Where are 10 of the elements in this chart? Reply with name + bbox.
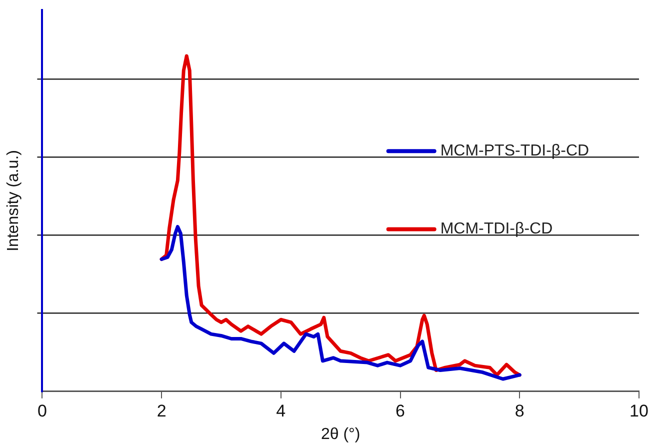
legend-label: MCM-TDI-β-CD — [440, 220, 553, 238]
x-tick-label: 4 — [276, 401, 286, 420]
x-tick-label: 8 — [514, 401, 524, 420]
x-axis-title: 2θ (°) — [320, 426, 360, 443]
legend-label: MCM-PTS-TDI-β-CD — [440, 142, 590, 160]
x-tick-label: 2 — [156, 401, 166, 420]
x-tick-label: 10 — [630, 401, 648, 420]
x-tick-label: 6 — [396, 401, 406, 420]
y-axis-title: Intensity (a.u.) — [5, 150, 22, 252]
x-tick-label: 0 — [37, 401, 47, 420]
